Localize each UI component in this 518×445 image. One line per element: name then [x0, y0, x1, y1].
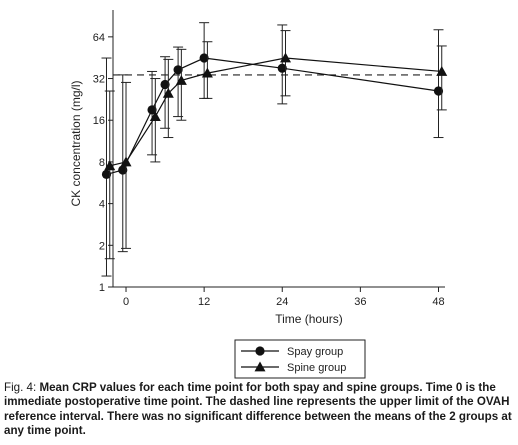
- x-tick-label: 12: [198, 296, 210, 308]
- x-axis-label: Time (hours): [275, 312, 343, 326]
- data-point: [436, 65, 448, 76]
- caption-label: Fig. 4:: [4, 381, 40, 394]
- legend-label: Spay group: [287, 346, 343, 358]
- legend-marker: [254, 361, 266, 372]
- legend-marker: [255, 346, 265, 356]
- y-tick-label: 32: [93, 74, 105, 86]
- data-point: [199, 53, 209, 63]
- data-point: [277, 63, 287, 73]
- y-tick-label: 64: [93, 32, 105, 44]
- chart-figure: 1 2 4 8 16 32 64 0 12 24 36 48 Time (hours) CK concen…: [69, 10, 448, 379]
- series-line: [109, 57, 442, 167]
- x-tick-label: 36: [354, 296, 366, 308]
- data-point: [101, 169, 112, 180]
- data-point: [147, 105, 157, 115]
- data-point: [201, 67, 213, 78]
- caption-text: Mean CRP values for each time point for …: [4, 381, 512, 438]
- y-tick-label: 1: [99, 282, 105, 294]
- legend-label: Spine group: [287, 362, 346, 374]
- data-point: [162, 87, 174, 98]
- y-tick-label: 2: [99, 240, 105, 252]
- x-tick-label: 24: [276, 296, 288, 308]
- data-point: [149, 111, 161, 121]
- data-point: [118, 165, 128, 175]
- data-point: [433, 86, 444, 96]
- data-point: [173, 65, 183, 75]
- data-point: [160, 79, 170, 90]
- y-tick-label: 4: [99, 199, 105, 211]
- y-tick-label: 16: [93, 115, 105, 127]
- data-point: [175, 74, 187, 85]
- data-point: [280, 52, 292, 63]
- legend-box: [234, 339, 366, 379]
- y-axis-label: CK concentration (mg/l): [69, 80, 83, 206]
- x-tick-label: 0: [123, 296, 129, 308]
- series-spine: [104, 30, 447, 260]
- x-tick-label: 48: [432, 296, 444, 308]
- data-point: [104, 160, 116, 171]
- figure-caption: Fig. 4: Mean CRP values for each time po…: [4, 381, 514, 439]
- y-tick-label: 8: [99, 157, 105, 169]
- data-point: [120, 156, 132, 167]
